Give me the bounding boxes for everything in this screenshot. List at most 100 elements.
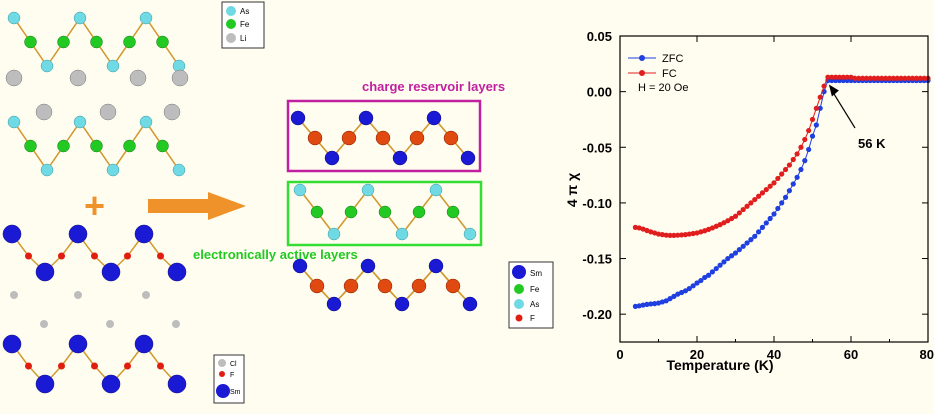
fe-atom bbox=[57, 35, 70, 49]
fc-point bbox=[771, 180, 777, 186]
fe-atom bbox=[446, 205, 460, 219]
charge-reservoir-label: charge reservoir layers bbox=[362, 79, 505, 94]
li-atom bbox=[35, 103, 53, 121]
series-fc bbox=[632, 74, 931, 239]
zfc-point bbox=[740, 243, 746, 249]
f-atom bbox=[25, 252, 32, 260]
sm-atom bbox=[428, 258, 444, 274]
legend-mid-sm: Sm bbox=[530, 269, 542, 278]
fc-point bbox=[921, 75, 927, 81]
fe-atom bbox=[57, 139, 70, 153]
fc-point bbox=[663, 232, 669, 238]
fc-point bbox=[786, 162, 793, 168]
zfc-point bbox=[771, 211, 777, 217]
cl-atom bbox=[74, 291, 82, 299]
sm-atom bbox=[462, 296, 478, 312]
fc-point bbox=[632, 224, 639, 230]
legend-li-dot bbox=[226, 33, 236, 43]
fc-point bbox=[759, 190, 766, 196]
field-note: H = 20 Oe bbox=[638, 82, 688, 94]
zfc-point bbox=[794, 174, 800, 180]
as-atom bbox=[429, 183, 443, 197]
legend-f-dot bbox=[219, 371, 225, 377]
zfc-point bbox=[806, 146, 812, 153]
fc-point bbox=[917, 75, 923, 81]
as-atom bbox=[73, 11, 87, 25]
zfc-point bbox=[686, 285, 692, 292]
f-atom bbox=[124, 362, 131, 370]
f-atom bbox=[411, 278, 427, 294]
fc-point bbox=[752, 196, 758, 203]
fc-point bbox=[836, 74, 843, 80]
cl-atom bbox=[40, 320, 48, 328]
y-tick-label: -0.10 bbox=[582, 196, 612, 211]
as-atom bbox=[327, 227, 341, 241]
zfc-point bbox=[782, 194, 789, 200]
fc-point bbox=[686, 231, 692, 237]
zfc-point bbox=[802, 158, 808, 164]
transform-arrow bbox=[148, 192, 246, 220]
fc-point bbox=[875, 75, 881, 81]
sm-atom bbox=[326, 296, 342, 312]
sm-atom bbox=[360, 258, 376, 274]
as-atom bbox=[293, 183, 307, 197]
sm-atom bbox=[394, 296, 410, 312]
fc-point bbox=[690, 230, 696, 237]
zfc-point bbox=[729, 253, 735, 259]
fe-atom bbox=[412, 205, 426, 219]
annotation-56k: 56 K bbox=[858, 136, 886, 151]
electronically-active-label: electronically active layers bbox=[193, 247, 358, 262]
x-tick-label: 80 bbox=[920, 347, 934, 362]
fc-point bbox=[756, 193, 762, 199]
fc-point bbox=[852, 75, 858, 81]
y-tick-label: -0.15 bbox=[582, 252, 612, 267]
cl-atom bbox=[10, 291, 18, 299]
zfc-point bbox=[694, 280, 700, 286]
sm-atom bbox=[101, 374, 121, 394]
legend-fe-dot bbox=[226, 19, 236, 29]
fe-atom bbox=[344, 205, 358, 219]
cl-atom bbox=[106, 320, 114, 328]
legend-cl-dot bbox=[218, 359, 226, 367]
y-axis-label: 4 π χ bbox=[564, 173, 580, 207]
fc-point bbox=[736, 210, 742, 216]
cl-atom bbox=[172, 320, 180, 328]
sm-atom bbox=[167, 262, 187, 282]
zfc-point bbox=[813, 122, 819, 128]
fe-atom bbox=[156, 139, 169, 153]
fe-atom bbox=[90, 35, 103, 49]
legend-bottom-f: F bbox=[230, 372, 234, 379]
fc-point bbox=[829, 74, 835, 80]
zfc-point bbox=[652, 301, 658, 307]
fc-point bbox=[883, 75, 889, 81]
cl-atom bbox=[142, 291, 150, 299]
as-atom bbox=[361, 183, 375, 197]
fc-point bbox=[798, 144, 804, 150]
f-atom bbox=[445, 278, 461, 294]
sm-atom bbox=[290, 110, 306, 126]
zfc-point bbox=[671, 293, 677, 299]
fc-point bbox=[682, 232, 689, 238]
f-atom bbox=[377, 278, 393, 294]
fc-point bbox=[775, 175, 781, 182]
fc-point bbox=[813, 105, 819, 111]
fc-point bbox=[871, 75, 877, 81]
fc-point bbox=[906, 75, 912, 81]
legend-zfc-label: ZFC bbox=[662, 53, 683, 65]
f-atom bbox=[309, 278, 325, 294]
f-atom bbox=[409, 130, 425, 146]
fe-atom bbox=[310, 205, 324, 219]
fc-point bbox=[825, 74, 831, 80]
f-atom bbox=[91, 252, 98, 260]
legend-mid-f: F bbox=[530, 314, 535, 323]
legend-mid-fe: Fe bbox=[530, 285, 540, 294]
f-atom bbox=[91, 362, 98, 370]
fc-point bbox=[910, 75, 916, 81]
plot-frame bbox=[619, 35, 929, 343]
y-tick-labels: 0.05 0.00 -0.05 -0.10 -0.15 -0.20 bbox=[582, 29, 612, 322]
as-atom bbox=[139, 11, 153, 25]
zfc-point bbox=[817, 105, 823, 111]
fc-point bbox=[721, 220, 727, 226]
y-tick-label: -0.05 bbox=[582, 140, 612, 155]
legend-mid-as: As bbox=[530, 300, 539, 309]
